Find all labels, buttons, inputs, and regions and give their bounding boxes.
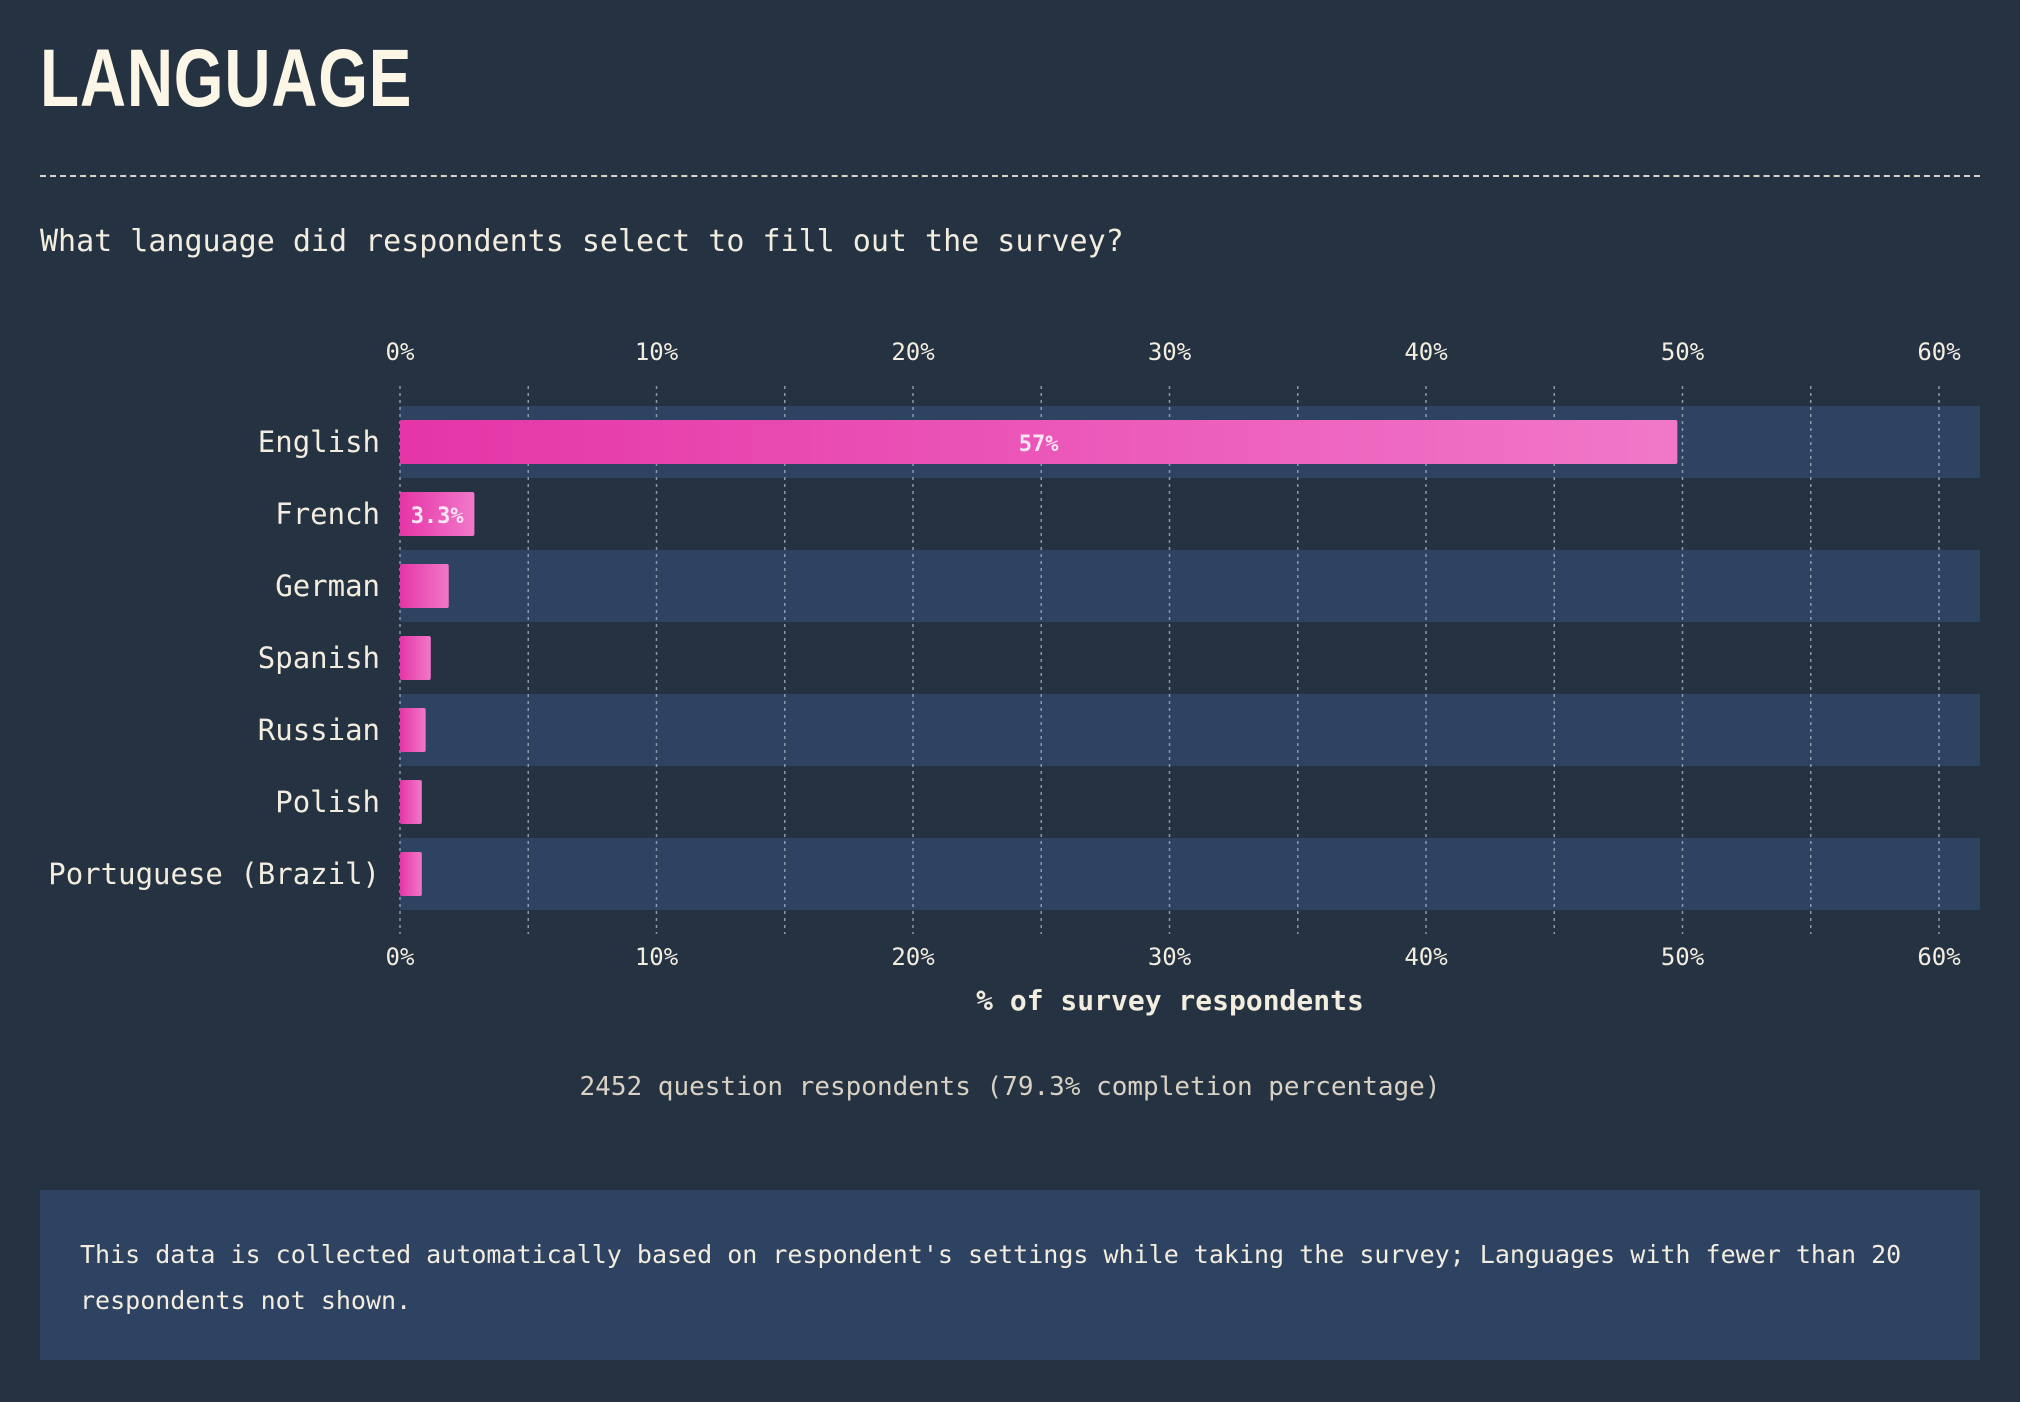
category-label: Spanish xyxy=(258,641,380,675)
category-label: Polish xyxy=(275,785,380,819)
category-label: Russian xyxy=(258,713,380,747)
bar-spanish xyxy=(400,636,431,680)
x-tick-label-top: 40% xyxy=(1404,338,1448,366)
x-tick-label-bottom: 30% xyxy=(1148,943,1192,971)
x-tick-label-top: 20% xyxy=(891,338,935,366)
data-note-text: This data is collected automatically bas… xyxy=(80,1240,1902,1315)
row-band xyxy=(400,550,1980,622)
bar-portuguese-brazil xyxy=(400,852,422,896)
language-bar-chart: 0% 0% 10% 10% 20% 20% 30% 30% 40% 40% 50% 50% 60% 60%… xyxy=(48,338,1980,1017)
x-tick-label-top: 50% xyxy=(1661,338,1705,366)
category-label: French xyxy=(275,497,380,531)
x-tick-label-top: 10% xyxy=(635,338,679,366)
x-tick-label-bottom: 50% xyxy=(1661,943,1705,971)
data-note: This data is collected automatically bas… xyxy=(40,1190,1980,1360)
data-label: 3.3% xyxy=(411,504,465,529)
page-title: LANGUAGE xyxy=(40,33,413,124)
x-tick-label-bottom: 20% xyxy=(891,943,935,971)
category-label: Portuguese (Brazil) xyxy=(48,857,380,891)
x-tick-label-top: 0% xyxy=(386,338,415,366)
bar-english xyxy=(400,420,1678,464)
x-tick-label-bottom: 40% xyxy=(1404,943,1448,971)
x-tick-label-bottom: 60% xyxy=(1917,943,1961,971)
category-label: German xyxy=(275,569,380,603)
category-label: English xyxy=(258,425,380,459)
bar-polish xyxy=(400,780,422,824)
data-label: 57% xyxy=(1019,432,1059,457)
dashed-divider xyxy=(40,175,1980,177)
bar-french xyxy=(400,492,475,536)
x-axis-title: % of survey respondents xyxy=(976,984,1364,1017)
x-tick-label-bottom: 10% xyxy=(635,943,679,971)
row-band xyxy=(400,694,1980,766)
respondent-count: 2452 question respondents (79.3% complet… xyxy=(579,1072,1441,1102)
x-tick-label-top: 30% xyxy=(1148,338,1192,366)
x-tick-label-bottom: 0% xyxy=(386,943,415,971)
x-tick-label-top: 60% xyxy=(1917,338,1961,366)
bar-german xyxy=(400,564,449,608)
bar-russian xyxy=(400,708,426,752)
row-band xyxy=(400,838,1980,910)
chart-question: What language did respondents select to … xyxy=(40,224,1124,259)
